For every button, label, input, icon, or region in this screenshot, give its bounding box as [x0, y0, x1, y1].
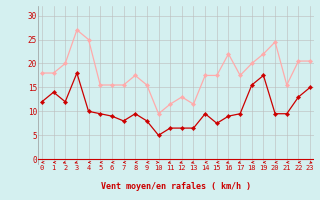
X-axis label: Vent moyen/en rafales ( km/h ): Vent moyen/en rafales ( km/h )	[101, 182, 251, 191]
